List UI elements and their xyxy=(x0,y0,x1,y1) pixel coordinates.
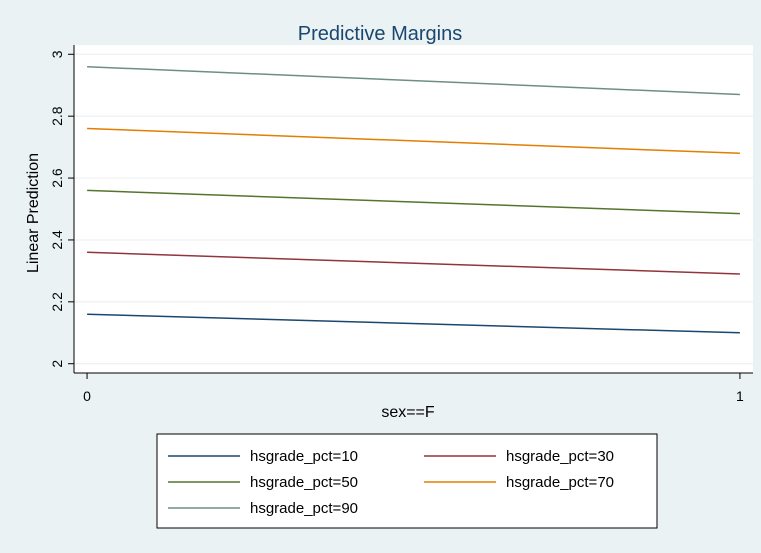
y-axis-label: Linear Prediction xyxy=(25,153,42,273)
series-line-3 xyxy=(87,189,740,215)
series-lines xyxy=(87,65,740,334)
legend-label-1: hsgrade_pct=10 xyxy=(250,448,358,465)
chart-title: Predictive Margins xyxy=(298,23,463,45)
y-tick-label: 2.6 xyxy=(49,168,65,188)
grid-lines xyxy=(74,53,753,365)
legend-label-5: hsgrade_pct=90 xyxy=(250,500,358,517)
x-tick-label: 1 xyxy=(736,388,744,404)
legend-box xyxy=(156,433,658,529)
y-tick-label: 3 xyxy=(49,50,65,58)
y-tick-label: 2 xyxy=(49,360,65,368)
legend-label-3: hsgrade_pct=50 xyxy=(250,474,358,491)
series-line-5 xyxy=(87,65,740,96)
series-line-4 xyxy=(87,127,740,155)
axes: 2 2.2 2.4 2.6 2.8 3 0 1 xyxy=(49,45,753,404)
legend-label-4: hsgrade_pct=70 xyxy=(506,474,614,491)
series-line-2 xyxy=(87,251,740,275)
y-tick-label: 2.2 xyxy=(49,292,65,312)
series-line-1 xyxy=(87,313,740,334)
y-tick-label: 2.4 xyxy=(49,230,65,250)
x-tick-label: 0 xyxy=(83,388,91,404)
legend-label-2: hsgrade_pct=30 xyxy=(506,448,614,465)
y-tick-label: 2.8 xyxy=(49,106,65,126)
legend: hsgrade_pct=10 hsgrade_pct=30 hsgrade_pct=… xyxy=(168,448,614,517)
x-axis-label: sex==F xyxy=(381,404,435,421)
plot-area xyxy=(74,45,753,373)
